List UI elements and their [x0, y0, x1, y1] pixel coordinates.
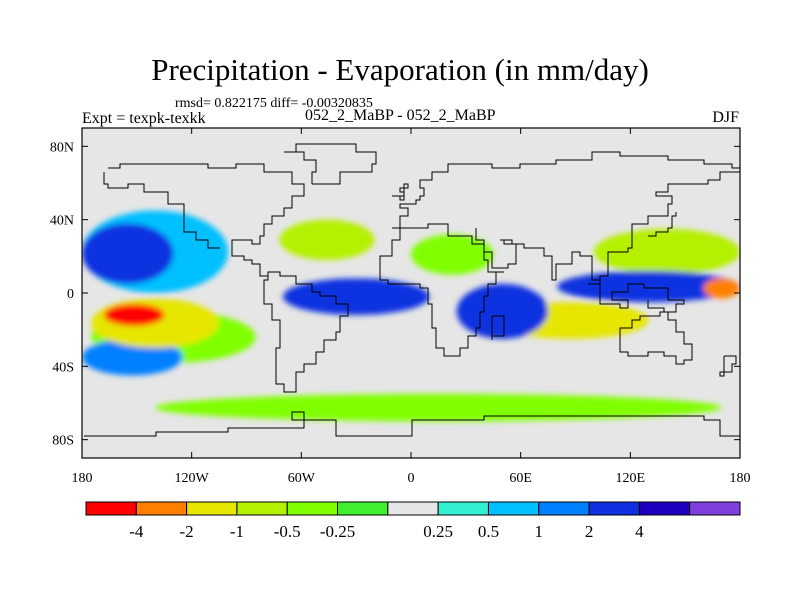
field-region-4 [279, 219, 375, 260]
colorbar-swatch [689, 501, 741, 516]
case-label: 052_2_MaBP - 052_2_MaBP [305, 107, 496, 124]
coastline-2 [284, 143, 377, 185]
coastline-0 [108, 163, 349, 393]
x-tick-label: 0 [408, 471, 415, 486]
colorbar: -4 -2 -1 -0.5 -0.25 0.25 0.5 1 2 4 [85, 501, 741, 541]
colorbar-label: 1 [535, 522, 544, 541]
field-region-9 [82, 223, 174, 284]
colorbar-swatch [437, 501, 489, 516]
colorbar-label: 0.5 [478, 522, 499, 541]
x-tick-label: 180 [72, 471, 93, 486]
stats-label: rmsd= 0.822175 diff= -0.00320835 [175, 96, 373, 111]
y-tick-label: 0 [67, 287, 74, 302]
field-layer [82, 210, 740, 422]
colorbar-label: -4 [129, 522, 144, 541]
coastline-3 [392, 151, 740, 229]
experiment-label: Expt = texpk-texkk [82, 110, 206, 127]
coastline-1 [103, 172, 220, 249]
x-tick-label: 120E [616, 471, 646, 486]
x-tick-label: 120W [175, 471, 210, 486]
field-region-11 [456, 283, 549, 339]
colorbar-swatch [538, 501, 590, 516]
coastline-5 [475, 171, 740, 288]
colorbar-swatch [85, 501, 137, 516]
season-label: DJF [712, 109, 739, 126]
field-region-12 [557, 271, 740, 303]
colorbar-label: -0.25 [320, 522, 355, 541]
field-region-7 [91, 298, 220, 348]
y-tick-label: 80N [50, 140, 74, 155]
coastline-12 [491, 315, 505, 340]
field-region-5 [593, 228, 740, 275]
coastline-7 [719, 355, 737, 377]
coastline-6 [619, 311, 693, 365]
y-tick-label: 40S [52, 360, 74, 375]
colorbar-swatch [135, 501, 188, 516]
colorbar-swatch [286, 501, 339, 516]
colorbar-label: -0.5 [274, 522, 301, 541]
field-region-2 [155, 393, 722, 422]
coastline-10 [84, 411, 740, 437]
plot-title: Precipitation - Evaporation (in mm/day) [151, 52, 649, 87]
field-region-6 [82, 338, 183, 376]
colorbar-swatch [236, 501, 288, 516]
field-region-13 [703, 278, 740, 299]
field-region-14 [103, 304, 165, 326]
colorbar-swatch [588, 501, 640, 516]
x-tick-label: 180 [730, 471, 751, 486]
colorbar-label: 4 [635, 522, 644, 541]
coastline-4 [379, 223, 504, 357]
y-tick-label: 80S [52, 434, 74, 449]
map-axes: 180 120W 60W 0 60E 120E 180 80N 40N 0 40S 80S [50, 128, 751, 486]
colorbar-label: -2 [180, 522, 194, 541]
y-tick-label: 40N [50, 214, 74, 229]
x-tick-label: 60E [509, 471, 532, 486]
colorbar-label: -1 [230, 522, 244, 541]
colorbar-swatch [387, 501, 439, 516]
colorbar-label: 2 [585, 522, 594, 541]
colorbar-swatch [638, 501, 691, 516]
coastline-8 [588, 283, 685, 313]
colorbar-swatch [337, 501, 389, 516]
field-region-10 [283, 278, 430, 315]
x-tick-label: 60W [288, 471, 316, 486]
colorbar-swatch [487, 501, 540, 516]
colorbar-label: 0.25 [423, 522, 453, 541]
coastline-layer [84, 143, 740, 437]
coastline-9 [648, 212, 677, 237]
colorbar-swatch [186, 501, 238, 516]
coastline-11 [392, 183, 409, 201]
